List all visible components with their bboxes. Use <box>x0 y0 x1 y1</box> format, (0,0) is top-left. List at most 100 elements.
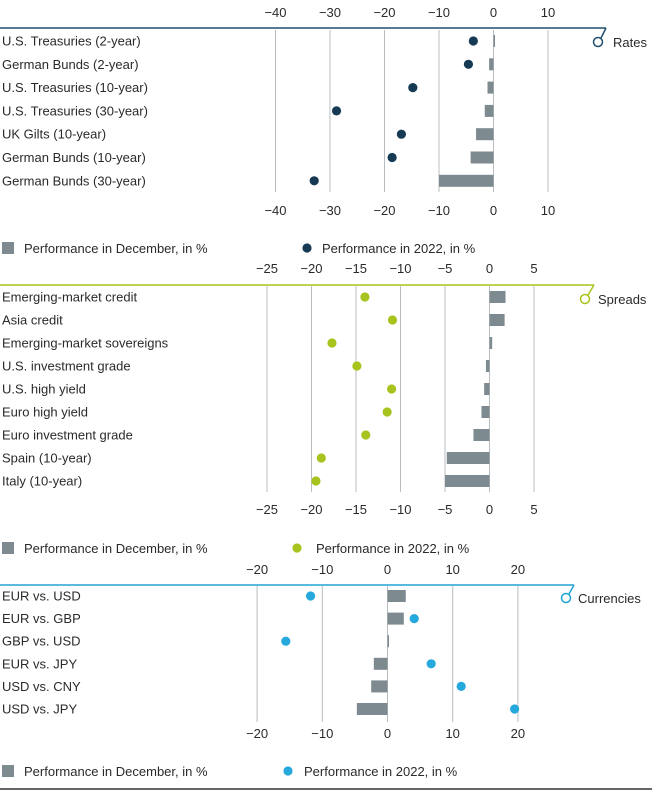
category-label-emerging-market-sovereigns: Emerging-market sovereigns <box>2 336 169 351</box>
year-dot-usd-vs-cny <box>456 681 466 692</box>
year-dot-euro-investment-grade <box>361 430 371 440</box>
rates-bottom-tick-label: −40 <box>264 203 286 218</box>
december-bar-euro-high-yield <box>481 406 490 418</box>
year-dot-gbp-vs-usd <box>281 636 291 646</box>
year-dot-u-s-investment-grade <box>352 361 362 371</box>
spreads-category-labels: Emerging-market credit Asia credit Emergin… <box>2 290 169 489</box>
rates-top-ticks: −40 −30 −20 −10 0 10 <box>264 5 555 20</box>
rates-top-tick-label: −40 <box>264 5 286 20</box>
december-bar-u-s-treasuries-30-year <box>484 104 494 117</box>
spreads-bottom-tick-label: −20 <box>300 502 322 517</box>
rates-legend: Performance in December, in % Performanc… <box>2 241 476 256</box>
category-label-italy-10-year: Italy (10-year) <box>2 474 82 489</box>
currencies-top-ticks: −20 −10 0 10 20 <box>246 562 525 577</box>
currencies-category-labels: EUR vs. USD EUR vs. GBP GBP vs. USD EUR vs.… <box>2 589 81 717</box>
rates-bottom-tick-label: −10 <box>428 203 450 218</box>
december-bar-u-s-treasuries-2-year <box>493 35 495 47</box>
rates-hook-circle <box>592 36 604 48</box>
category-label-eur-vs-usd: EUR vs. USD <box>2 589 81 604</box>
currencies-legend: Performance in December, in % Performanc… <box>2 764 458 779</box>
rates-bars <box>439 35 495 187</box>
spreads-top-tick-label: −15 <box>345 261 367 276</box>
rates-hook <box>592 27 607 48</box>
spreads-hook-stem <box>587 284 595 296</box>
year-dot-eur-vs-usd <box>305 591 316 601</box>
rates-bottom-tick-label: −20 <box>373 203 395 218</box>
year-dot-german-bunds-30-year <box>309 176 319 186</box>
december-bar-uk-gilts-10-year <box>476 128 494 141</box>
year-dot-spain-10-year <box>316 453 326 463</box>
category-label-spain-10-year: Spain (10-year) <box>2 451 92 466</box>
spreads-top-tick-label: 0 <box>486 261 493 276</box>
spreads-top-tick-label: 5 <box>530 261 537 276</box>
year-dot-u-s-treasuries-30-year <box>331 106 342 116</box>
december-bar-german-bunds-30-year <box>439 174 494 187</box>
december-bar-usd-vs-jpy <box>356 703 388 715</box>
rates-top-tick-label: 10 <box>541 5 555 20</box>
spreads-bottom-tick-label: −25 <box>256 502 278 517</box>
december-bar-eur-vs-usd <box>387 590 406 602</box>
year-dot-uk-gilts-10-year <box>396 129 406 139</box>
category-label-u-s-investment-grade: U.S. investment grade <box>2 359 131 374</box>
category-label-emerging-market-credit: Emerging-market credit <box>2 290 137 305</box>
rates-gridlines <box>275 30 549 192</box>
spreads-panel-label: Spreads <box>598 292 647 307</box>
rates-panel-label: Rates <box>613 35 647 50</box>
currencies-gridlines <box>256 586 519 722</box>
year-dot-emerging-market-sovereigns <box>327 338 337 348</box>
rates-dots <box>309 36 478 186</box>
category-label-asia-credit: Asia credit <box>2 313 63 328</box>
december-bar-italy-10-year <box>445 475 490 487</box>
spreads-top-tick-label: −20 <box>300 261 322 276</box>
december-bar-eur-vs-jpy <box>373 657 388 670</box>
currencies-legend-bar-label: Performance in December, in % <box>24 764 208 779</box>
spreads-bottom-tick-label: −15 <box>345 502 367 517</box>
december-bar-euro-investment-grade <box>473 429 490 441</box>
rates-hook-stem <box>600 27 607 39</box>
rates-bottom-ticks: −40 −30 −20 −10 0 10 <box>264 203 555 218</box>
currencies-bottom-tick-label: −20 <box>246 726 268 741</box>
currencies-hook-circle <box>560 592 572 604</box>
rates-panel: −40 −30 −20 −10 0 10 Rates U.S. Treasuries (2… <box>0 5 647 256</box>
december-bar-u-s-high-yield <box>484 383 490 395</box>
spreads-top-tick-label: −10 <box>389 261 411 276</box>
spreads-top-tick-label: −25 <box>256 261 278 276</box>
category-label-euro-high-yield: Euro high yield <box>2 405 88 420</box>
category-label-german-bunds-30-year: German Bunds (30-year) <box>2 173 146 188</box>
category-label-eur-vs-jpy: EUR vs. JPY <box>2 656 77 671</box>
rates-category-labels: U.S. Treasuries (2-year) German Bunds (2-… <box>2 34 148 189</box>
year-dot-german-bunds-10-year <box>387 152 397 163</box>
rates-top-tick-label: −30 <box>319 5 341 20</box>
year-dot-asia-credit <box>387 315 398 325</box>
rates-bottom-tick-label: 0 <box>490 203 497 218</box>
spreads-bars <box>445 291 506 487</box>
december-bar-emerging-market-credit <box>489 291 506 303</box>
year-dot-u-s-treasuries-10-year <box>408 83 418 93</box>
currencies-top-tick-label: −10 <box>311 562 333 577</box>
category-label-u-s-high-yield: U.S. high yield <box>2 382 86 397</box>
year-dot-eur-vs-gbp <box>409 614 419 624</box>
currencies-legend-dot-label: Performance in 2022, in % <box>304 764 458 779</box>
spreads-legend-dot-label: Performance in 2022, in % <box>316 541 470 556</box>
spreads-legend-bar-label: Performance in December, in % <box>24 541 208 556</box>
spreads-bottom-ticks: −25 −20 −15 −10 −5 0 5 <box>256 502 538 517</box>
rates-bottom-tick-label: 10 <box>541 203 555 218</box>
rates-top-tick-label: −20 <box>373 5 395 20</box>
december-bar-spain-10-year <box>446 452 490 464</box>
spreads-dots <box>311 292 398 486</box>
currencies-hook-stem <box>568 584 575 595</box>
rates-legend-dot-swatch <box>302 243 312 253</box>
december-bar-usd-vs-cny <box>371 680 388 693</box>
category-label-eur-vs-gbp: EUR vs. GBP <box>2 611 81 626</box>
currencies-bars <box>356 590 406 715</box>
year-dot-italy-10-year <box>311 476 321 486</box>
currencies-bottom-tick-label: 20 <box>511 726 525 741</box>
category-label-u-s-treasuries-10-year: U.S. Treasuries (10-year) <box>2 80 148 95</box>
rates-bottom-tick-label: −30 <box>319 203 341 218</box>
rates-legend-bar-swatch <box>2 242 14 254</box>
year-dot-u-s-treasuries-2-year <box>468 36 478 46</box>
currencies-legend-dot-swatch <box>283 766 293 776</box>
december-bar-gbp-vs-usd <box>387 635 389 648</box>
december-bar-u-s-treasuries-10-year <box>487 81 494 94</box>
